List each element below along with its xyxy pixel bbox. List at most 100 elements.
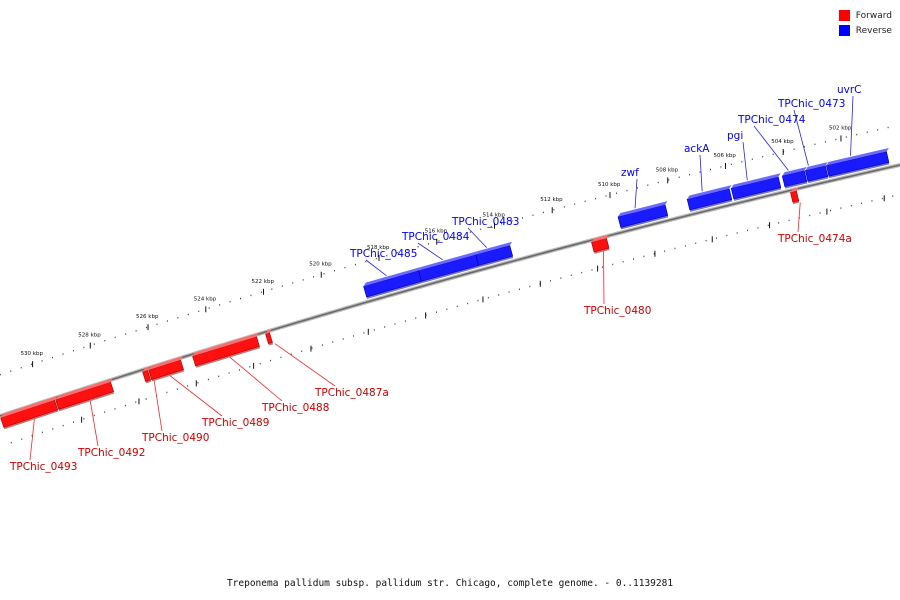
tick-dot [856,133,858,136]
tick-dot [762,156,764,158]
tick-dot [720,166,722,168]
genome-backbone [0,163,900,418]
tick-dot [404,320,406,322]
tick-dot [208,307,210,309]
leader-line [467,227,488,248]
gene-label-reverse: TPChic_0485 [349,248,417,260]
leader-line [229,357,283,402]
tick-dot [448,237,450,239]
tick-dot [124,404,126,407]
tick-dot [636,187,638,189]
kbp-scale: 502 kbp 504 kbp 506 kbp 508 kbp 510 kbp 512 k… [21,125,885,423]
tick-dot [616,192,618,194]
gene-label-reverse: TPChic_0474 [737,114,806,126]
forward-gene [148,356,185,382]
tick-dot [228,372,230,374]
tick-dot [197,382,199,384]
tick-dot [207,378,209,381]
tick-dot [480,228,482,231]
tick-dot [354,263,356,266]
tick-dot [678,176,680,178]
scale-label: 504 kbp [771,139,794,145]
scale-label: 502 kbp [829,125,852,131]
tick-dot [135,330,137,332]
tick-dot [31,435,33,437]
tick-dot [710,168,712,171]
tick-dot [104,340,106,342]
tick-dot [52,356,54,359]
tick-dot [850,205,852,207]
forward-swatch [838,10,850,21]
tick-dot [290,353,292,356]
gene-label-reverse: pgi [727,130,743,142]
scale-label: 508 kbp [656,167,679,173]
gene-label-forward: TPChic_0490 [141,432,209,444]
tick-dot [311,347,313,349]
tick-dot [384,326,386,328]
tick-dot [176,388,178,390]
tick-dot [881,197,883,200]
leader-line [169,375,223,417]
tick-dot [417,246,419,248]
tick-dot [793,148,795,150]
tick-dot [715,237,717,239]
scale-label: 520 kbp [309,262,332,268]
tick-dot [657,181,659,184]
tick-dot [747,229,749,232]
tick-dot [518,288,520,290]
gene-labels: TPChic_0485 TPChic_0484 TPChic_0483 zwf ackA… [9,84,862,473]
tick-dot [435,311,437,313]
tick-dot [93,343,95,345]
tick-dot [104,411,106,413]
tick-dot [887,126,889,129]
gene-features [0,148,890,430]
gene-label-reverse: TPChic_0483 [451,216,519,228]
tick-dot [249,366,251,368]
tick-dot [218,375,220,378]
leader-line [699,154,703,192]
tick-dot [730,163,732,166]
tick-dot [684,245,686,247]
leader-line [797,202,801,233]
tick-dot [788,219,790,222]
tick-dot [757,227,759,229]
reverse-swatch [838,25,850,36]
reverse-gene [804,162,829,184]
tick-dot [511,220,513,222]
tick-dot [695,242,697,244]
tick-dot [829,209,831,212]
tick-dot [892,195,894,197]
tick-dot [626,189,628,192]
tick-dot [601,266,603,268]
forward-gene [55,378,115,412]
tick-dot [553,208,555,211]
tick-dot [41,360,43,362]
reverse-gene [617,201,669,230]
scale-label: 524 kbp [194,296,217,302]
tick-dot [83,418,85,420]
gene-label-reverse: ackA [684,143,710,155]
tick-dot [415,317,417,319]
tick-dot [778,222,780,224]
gene-label-forward: TPChic_0492 [77,447,145,459]
leader-line [634,178,638,209]
tick-dot [280,356,282,359]
scale-label: 506 kbp [713,153,736,159]
tick-dot [41,431,43,434]
leader-line [153,380,163,432]
scale-label: 528 kbp [78,332,101,338]
leader-line [417,242,443,261]
tick-dot [501,222,503,225]
tick-dot [125,333,127,335]
tick-dot [508,291,510,293]
tick-dot [871,200,873,202]
gene-label-reverse: zwf [621,167,639,179]
legend-reverse-label: Reverse [855,25,892,36]
tick-dot [469,231,471,233]
tick-dot [166,391,168,394]
legend-reverse: Reverse [838,23,892,38]
tick-dot [240,297,242,300]
tick-dot [529,285,531,288]
reverse-gene [730,173,782,201]
tick-dot [595,197,597,200]
